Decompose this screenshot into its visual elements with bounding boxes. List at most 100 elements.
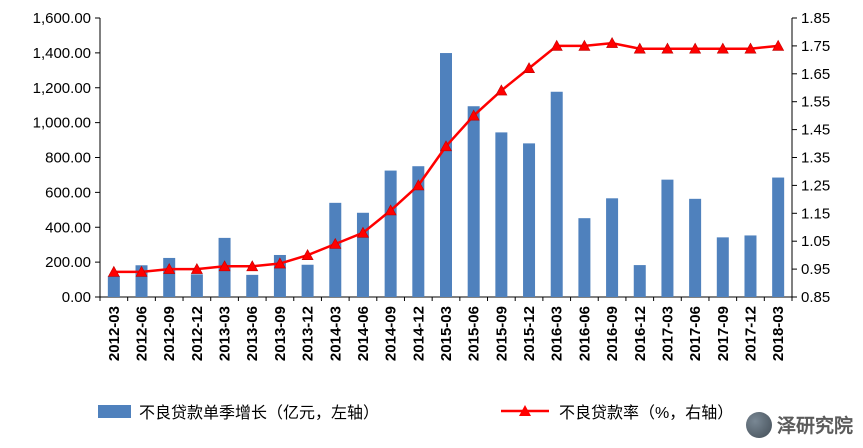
- x-axis-category-label: 2015-03: [438, 306, 455, 361]
- left-axis-label: 1,200.00: [33, 80, 91, 97]
- line-marker-triangle-icon: [190, 262, 203, 274]
- line-marker-triangle-icon: [661, 42, 674, 54]
- x-axis-category-label: 2014-03: [327, 306, 344, 361]
- x-axis-category-label: 2014-06: [355, 306, 372, 361]
- line-series-label: 不良贷款率（%，右轴）: [559, 405, 734, 422]
- left-axis-label: 400.00: [45, 219, 91, 236]
- line-marker-triangle-icon: [495, 84, 508, 96]
- left-axis-label: 1,600.00: [33, 10, 91, 27]
- right-axis-label: 1.45: [801, 122, 830, 139]
- right-axis-label: 1.05: [801, 233, 830, 250]
- legend-item-bar-series: 不良贷款单季增长（亿元，左轴）: [98, 399, 379, 423]
- bar: [606, 198, 619, 297]
- line-marker-triangle-icon: [218, 260, 231, 272]
- bar: [633, 265, 646, 297]
- line-marker-triangle-icon: [273, 257, 286, 269]
- x-axis-category-label: 2013-03: [217, 306, 234, 361]
- legend: 不良贷款单季增长（亿元，左轴） 不良贷款率（%，右轴）: [98, 399, 733, 423]
- bar: [467, 106, 480, 297]
- bar: [356, 212, 369, 297]
- bar: [661, 179, 674, 297]
- x-axis-category-label: 2015-12: [521, 306, 538, 361]
- x-axis-category-label: 2013-06: [244, 306, 261, 361]
- x-axis-category-label: 2012-09: [161, 306, 178, 361]
- bar: [689, 198, 702, 297]
- line-marker-triangle-icon: [329, 237, 342, 249]
- line-marker-triangle-icon: [301, 249, 314, 260]
- watermark-logo-icon: [745, 411, 772, 438]
- bar: [495, 132, 508, 297]
- watermark-text: 泽研究院: [776, 416, 853, 437]
- line-marker-triangle-icon: [467, 109, 480, 121]
- bar: [384, 170, 397, 297]
- line-series-swatch-icon: [501, 405, 550, 416]
- x-axis-category-label: 2015-06: [466, 306, 483, 361]
- left-axis-label: 800.00: [45, 150, 91, 167]
- right-axis-label: 1.55: [801, 94, 830, 111]
- bar: [744, 235, 757, 297]
- line-marker-triangle-icon: [550, 39, 563, 51]
- x-axis-category-label: 2016-03: [549, 306, 566, 361]
- watermark: 泽研究院: [745, 411, 853, 438]
- bar: [412, 166, 425, 297]
- x-axis-category-label: 2014-09: [383, 306, 400, 361]
- x-axis-category-label: 2015-09: [493, 306, 510, 361]
- x-axis-category-label: 2016-09: [604, 306, 621, 361]
- line-marker-triangle-icon: [523, 62, 536, 74]
- left-axis-label: 0.00: [62, 289, 91, 306]
- right-axis-label: 1.35: [801, 150, 830, 167]
- line-marker-triangle-icon: [384, 204, 397, 216]
- bar: [772, 177, 785, 297]
- line-marker-triangle-icon: [633, 42, 646, 54]
- line-marker-triangle-icon: [412, 179, 425, 191]
- x-axis-category-label: 2017-09: [715, 306, 732, 361]
- right-axis-label: 0.85: [801, 289, 830, 306]
- line-marker-triangle-icon: [689, 42, 702, 54]
- x-axis-category-label: 2016-12: [632, 306, 649, 361]
- x-axis-category-label: 2017-03: [659, 306, 676, 361]
- bar: [107, 276, 120, 297]
- line-marker-triangle-icon: [744, 42, 757, 54]
- line-marker-triangle-icon: [163, 262, 176, 274]
- bar: [329, 202, 342, 297]
- bar-series-swatch-icon: [98, 404, 131, 418]
- line-marker-triangle-icon: [107, 265, 120, 277]
- right-axis-label: 1.65: [801, 66, 830, 83]
- left-axis-label: 1,400.00: [33, 45, 91, 62]
- bar: [246, 274, 259, 297]
- bar: [440, 53, 452, 297]
- x-axis-category-label: 2017-06: [687, 306, 704, 361]
- bar: [523, 143, 536, 297]
- right-axis-label: 1.85: [801, 10, 830, 27]
- right-axis-label: 1.15: [801, 205, 830, 222]
- x-axis-category-label: 2013-09: [272, 306, 289, 361]
- line-marker-triangle-icon: [578, 39, 591, 51]
- x-axis-category-label: 2012-12: [189, 306, 206, 361]
- right-axis-label: 0.95: [801, 261, 830, 278]
- legend-item-line-series: 不良贷款率（%，右轴）: [499, 399, 733, 423]
- line-marker-triangle-icon: [246, 260, 259, 272]
- line-marker-triangle-icon: [439, 140, 453, 152]
- x-axis-category-label: 2013-12: [300, 306, 317, 361]
- line-marker-triangle-icon: [772, 39, 785, 51]
- x-axis-category-label: 2014-12: [410, 306, 427, 361]
- line-marker-triangle-icon: [716, 42, 729, 54]
- left-axis-label: 200.00: [45, 254, 91, 271]
- right-axis-label: 1.75: [801, 38, 830, 55]
- x-axis-category-label: 2012-03: [106, 306, 123, 361]
- left-axis-label: 600.00: [45, 184, 91, 201]
- bar-series-label: 不良贷款单季增长（亿元，左轴）: [139, 405, 380, 422]
- bar: [163, 257, 176, 297]
- bar: [578, 218, 591, 297]
- x-axis-category-label: 2016-06: [576, 306, 593, 361]
- line-marker-triangle-icon: [606, 36, 619, 48]
- x-axis-category-label: 2017-12: [742, 306, 759, 361]
- bar: [301, 264, 314, 297]
- right-axis-label: 1.25: [801, 177, 830, 194]
- bar: [190, 274, 203, 297]
- bar: [716, 237, 729, 297]
- bar: [550, 91, 563, 298]
- left-axis-label: 1,000.00: [33, 115, 91, 132]
